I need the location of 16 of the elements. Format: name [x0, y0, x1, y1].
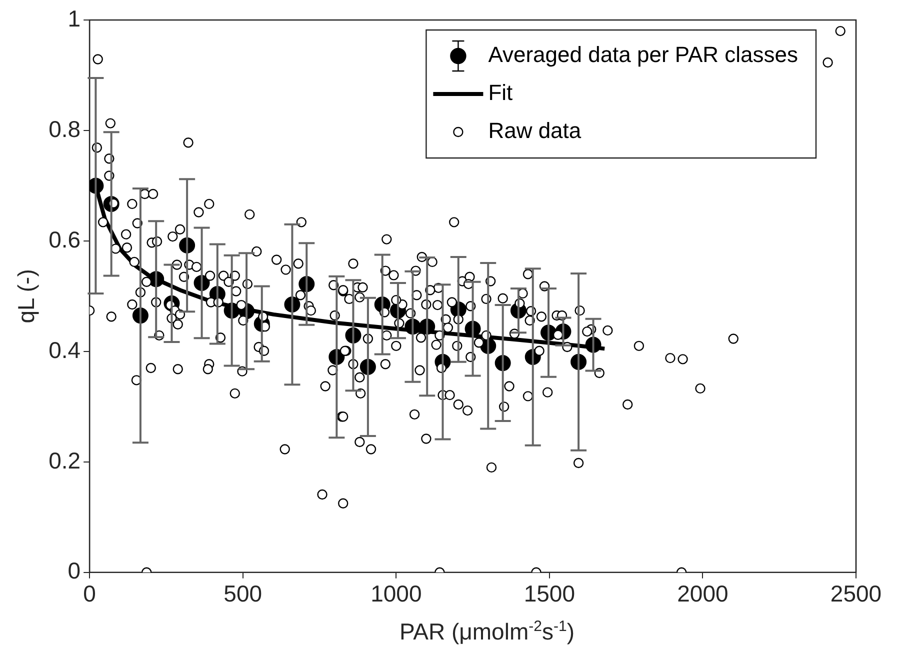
x-tick-label: 500	[224, 580, 262, 607]
y-tick-label: 0	[68, 558, 81, 584]
x-tick-label: 1000	[370, 580, 422, 607]
y-tick-label: 0.8	[48, 116, 81, 142]
x-tick-label: 1500	[524, 580, 576, 607]
y-axis-title: qL (-)	[13, 269, 40, 324]
x-tick-label: 2500	[830, 580, 882, 607]
y-tick-label: 0.6	[48, 226, 81, 252]
y-tick-label: 0.2	[48, 447, 81, 474]
x-tick-label: 2000	[677, 580, 728, 607]
legend-label: Raw data	[488, 118, 582, 144]
legend-label: Averaged data per PAR classes	[488, 42, 798, 68]
legend-label: Fit	[488, 80, 513, 106]
y-tick-label: 0.4	[48, 336, 81, 363]
x-axis-title: PAR (μmolm$^{-2}$s$^{-1}$)	[398, 618, 576, 646]
y-tick-label: 1	[68, 5, 81, 32]
